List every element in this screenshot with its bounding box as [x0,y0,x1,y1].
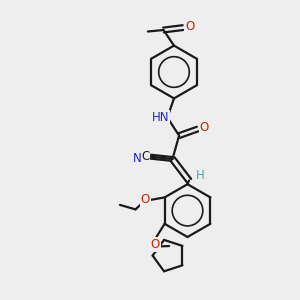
Text: O: O [140,193,150,206]
Text: O: O [185,20,194,34]
Text: C: C [141,149,149,163]
Text: O: O [200,121,209,134]
Text: O: O [150,238,160,251]
Text: H: H [196,169,205,182]
Text: HN: HN [152,111,169,124]
Text: N: N [132,152,141,165]
